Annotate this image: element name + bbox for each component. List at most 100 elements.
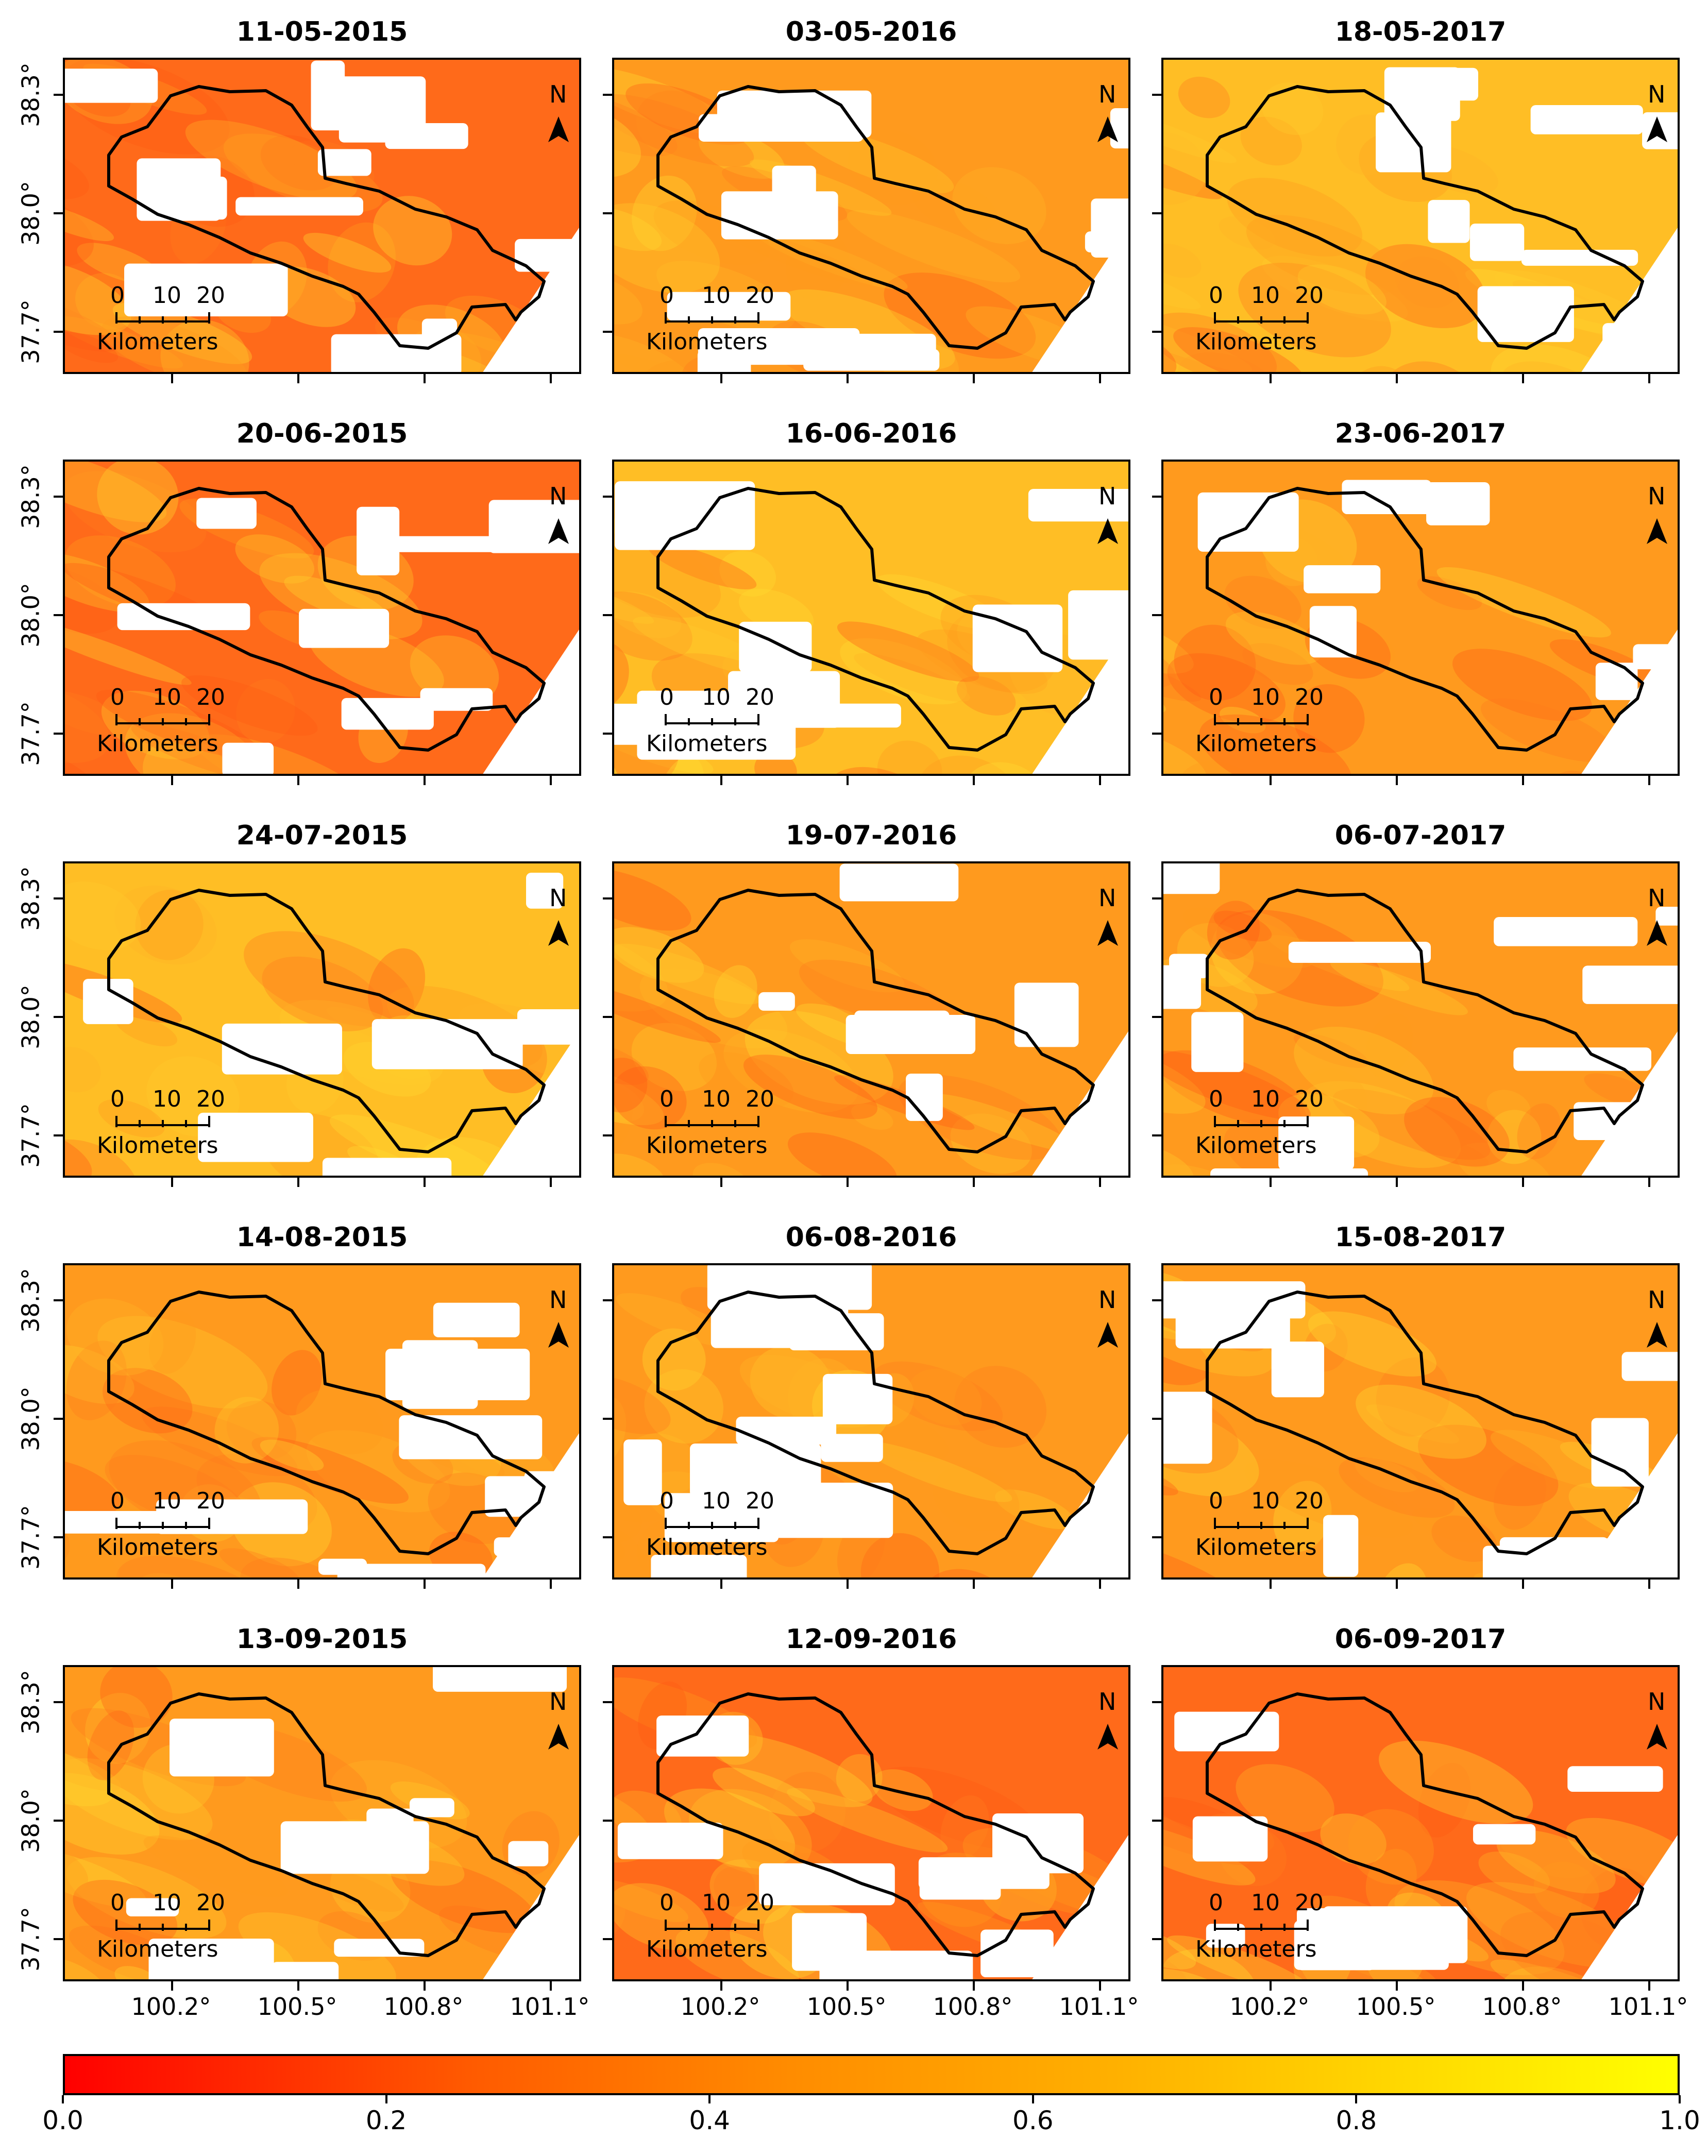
colorbar-tick-label: 0.8 <box>1335 2106 1377 2135</box>
raster-variation <box>65 332 119 363</box>
raster-variation <box>692 1163 751 1176</box>
colorbar-tick-mark <box>1031 2095 1034 2103</box>
raster-variation <box>65 552 149 613</box>
raster-variation <box>65 1758 213 1840</box>
x-tick-mark <box>1270 374 1272 383</box>
x-tick-label: 101.1° <box>1608 1993 1688 2021</box>
raster-variation <box>1224 575 1301 630</box>
raster-variation <box>1466 1882 1637 1968</box>
x-tick-mark <box>720 1178 722 1187</box>
raster-variation <box>272 1350 322 1416</box>
raster-variation <box>244 931 414 1027</box>
no-data-gap <box>1028 488 1128 522</box>
raster-variation <box>790 939 905 993</box>
y-tick-mark <box>54 94 63 96</box>
no-data-corner <box>1032 630 1128 774</box>
scale-bar-label: 20 <box>196 1488 225 1514</box>
no-data-gap <box>222 1023 342 1075</box>
map-panel: N 0 10 20 Kilometers <box>1161 861 1680 1178</box>
colorbar-tick-mark <box>62 2095 64 2103</box>
raster-variation <box>181 675 318 736</box>
raster-variation <box>614 1051 664 1126</box>
scale-bar-label: 20 <box>196 282 225 309</box>
no-data-gap <box>1174 1711 1279 1752</box>
x-tick-mark <box>973 776 975 785</box>
no-data-gap <box>1110 108 1128 149</box>
raster-variation <box>1480 698 1615 762</box>
raster-variation <box>614 203 720 293</box>
no-data-gap <box>117 603 250 631</box>
no-data-gap <box>821 1434 883 1462</box>
y-tick-label: 38.0° <box>16 1386 45 1451</box>
raster-variation <box>1163 1956 1191 1979</box>
raster-variation <box>1163 1039 1206 1114</box>
raster-variation <box>931 1094 1077 1152</box>
raster-variation <box>65 1955 109 1979</box>
basin-boundary <box>107 85 546 350</box>
raster-variation <box>614 927 704 983</box>
basin-boundary <box>107 1692 546 1957</box>
x-tick-mark <box>847 1178 849 1187</box>
no-data-gap <box>410 1798 454 1818</box>
raster-variation <box>87 1710 134 1780</box>
no-data-gap <box>526 872 564 909</box>
x-tick-mark <box>171 1580 173 1589</box>
no-data-gap <box>331 334 462 372</box>
raster-variation <box>66 1340 127 1420</box>
raster-variation <box>614 1075 645 1123</box>
north-arrow-icon <box>548 518 569 544</box>
colorbar-tick-label: 0.6 <box>1012 2106 1054 2135</box>
raster-variation <box>614 354 777 372</box>
map-panel: N 0 10 20 Kilometers <box>1161 460 1680 776</box>
raster-variation <box>1163 253 1201 310</box>
no-data-gap <box>1309 606 1357 658</box>
raster-variation <box>1163 312 1277 372</box>
x-tick-label: 101.1° <box>510 1993 590 2021</box>
x-tick-mark <box>424 1580 426 1589</box>
no-data-gap <box>617 1822 723 1859</box>
no-data-gap <box>1169 954 1209 978</box>
no-data-gap <box>664 1493 779 1542</box>
no-data-gap <box>1192 1816 1268 1862</box>
y-tick-mark <box>54 1820 63 1822</box>
raster-variation <box>614 1066 687 1130</box>
basin-boundary <box>107 1291 546 1555</box>
raster-variation <box>65 683 110 763</box>
scale-bar-label: 20 <box>196 1890 225 1916</box>
raster-map <box>614 1265 1128 1577</box>
no-data-gap <box>656 1715 749 1757</box>
x-tick-mark <box>1396 1580 1398 1589</box>
no-data-gap <box>822 1373 893 1424</box>
scale-bar-label: 10 <box>1251 684 1280 710</box>
raster-variation <box>367 948 426 1025</box>
scale-bar-label: 0 <box>110 684 125 710</box>
map-panel: N 0 10 20 Kilometers <box>63 1263 581 1580</box>
raster-variation <box>614 1084 633 1160</box>
map-panel: N 0 10 20 Kilometers <box>1161 58 1680 374</box>
north-arrow-icon <box>1097 920 1118 946</box>
x-tick-mark <box>297 374 299 383</box>
raster-variation <box>1163 304 1252 372</box>
raster-variation <box>614 66 733 135</box>
y-tick-mark <box>1152 733 1161 735</box>
no-data-gap <box>421 318 458 342</box>
y-tick-label: 37.7° <box>16 1505 45 1570</box>
raster-variation <box>787 1132 897 1176</box>
y-tick-mark <box>603 1536 612 1538</box>
raster-variation <box>614 273 642 325</box>
no-data-gap <box>1595 663 1638 700</box>
y-tick-mark <box>1152 614 1161 616</box>
scale-bar <box>665 1920 759 1931</box>
raster-variation <box>786 229 850 300</box>
scale-bar-unit: Kilometers <box>646 1132 768 1159</box>
north-arrow-icon <box>1097 518 1118 544</box>
no-data-gap <box>1163 863 1220 894</box>
y-tick-mark <box>54 1418 63 1420</box>
x-tick-mark <box>1099 374 1101 383</box>
no-data-gap <box>698 328 860 365</box>
x-tick-mark <box>550 1981 552 1991</box>
y-tick-mark <box>1152 1299 1161 1301</box>
no-data-gap <box>1197 492 1299 552</box>
no-data-gap <box>433 1667 567 1692</box>
y-tick-mark <box>603 1418 612 1420</box>
